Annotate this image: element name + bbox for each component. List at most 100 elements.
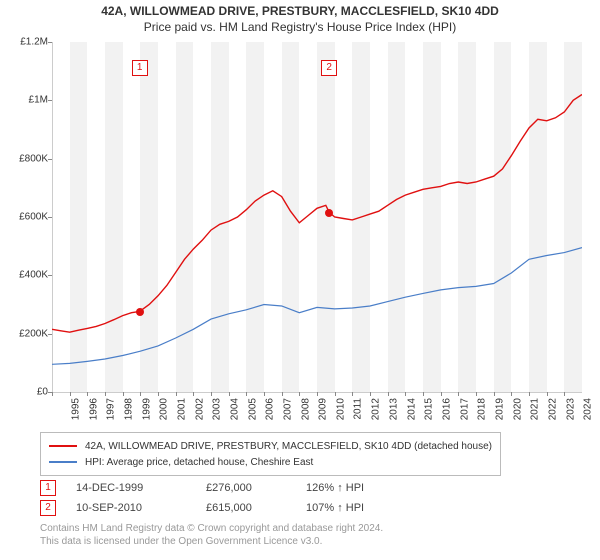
x-axis-label: 2017 [459,398,470,420]
legend-row: HPI: Average price, detached house, Ches… [49,454,492,470]
plot-area: £0£200K£400K£600K£800K£1M£1.2M1995199619… [52,42,582,392]
x-tick [476,392,477,396]
x-axis-label: 2009 [318,398,329,420]
x-axis-label: 2005 [247,398,258,420]
x-tick [441,392,442,396]
sale-price: £276,000 [206,482,286,494]
x-tick [388,392,389,396]
x-axis-label: 1999 [141,398,152,420]
sales-table: 1 14-DEC-1999 £276,000 126% ↑ HPI 2 10-SEP-20… [40,478,426,518]
sale-row: 1 14-DEC-1999 £276,000 126% ↑ HPI [40,478,426,498]
footer-line1: Contains HM Land Registry data © Crown c… [40,522,383,535]
x-tick [193,392,194,396]
x-tick [70,392,71,396]
chart-subtitle: Price paid vs. HM Land Registry's House … [0,20,600,34]
legend-swatch [49,461,77,463]
x-tick [176,392,177,396]
x-tick [529,392,530,396]
x-tick [405,392,406,396]
x-axis-label: 1998 [123,398,134,420]
series-price_paid [52,95,582,333]
x-axis-label: 2004 [229,398,240,420]
x-axis-label: 2018 [477,398,488,420]
sale-dot [136,308,144,316]
sale-date: 10-SEP-2010 [76,502,186,514]
x-tick [105,392,106,396]
y-axis-label: £0 [2,387,48,398]
x-tick [299,392,300,396]
x-axis-label: 2011 [352,398,363,420]
x-axis-label: 1996 [88,398,99,420]
x-axis-label: 2006 [265,398,276,420]
series-hpi [52,248,582,365]
x-axis-label: 2013 [388,398,399,420]
x-tick [264,392,265,396]
x-axis-label: 2022 [547,398,558,420]
sale-pct: 126% ↑ HPI [306,482,426,494]
x-tick [335,392,336,396]
sale-row-marker: 2 [40,500,56,516]
legend-label: HPI: Average price, detached house, Ches… [85,457,313,468]
x-tick [229,392,230,396]
x-tick [52,392,53,396]
sale-marker-box: 1 [132,60,148,76]
x-axis-label: 2020 [512,398,523,420]
sale-row-marker: 1 [40,480,56,496]
sale-dot [325,209,333,217]
footer-line2: This data is licensed under the Open Gov… [40,535,383,548]
x-tick [317,392,318,396]
x-axis-label: 1997 [106,398,117,420]
x-axis-label: 2007 [282,398,293,420]
x-axis-label: 2001 [176,398,187,420]
y-axis-label: £400K [2,270,48,281]
x-axis-label: 2021 [530,398,541,420]
x-tick [158,392,159,396]
y-axis-label: £600K [2,212,48,223]
x-axis-label: 2008 [300,398,311,420]
x-tick [494,392,495,396]
x-axis-label: 2019 [494,398,505,420]
chart-container: 42A, WILLOWMEAD DRIVE, PRESTBURY, MACCLE… [0,0,600,560]
x-tick [282,392,283,396]
x-axis-label: 2010 [335,398,346,420]
x-tick [458,392,459,396]
y-axis-label: £1.2M [2,37,48,48]
x-axis-label: 2024 [583,398,594,420]
x-tick [123,392,124,396]
legend-label: 42A, WILLOWMEAD DRIVE, PRESTBURY, MACCLE… [85,441,492,452]
series-svg [52,42,582,392]
x-axis-label: 2012 [371,398,382,420]
legend-row: 42A, WILLOWMEAD DRIVE, PRESTBURY, MACCLE… [49,438,492,454]
sale-pct: 107% ↑ HPI [306,502,426,514]
x-tick [140,392,141,396]
x-axis-label: 2023 [565,398,576,420]
chart-title: 42A, WILLOWMEAD DRIVE, PRESTBURY, MACCLE… [0,4,600,18]
x-axis-label: 2015 [424,398,435,420]
sale-price: £615,000 [206,502,286,514]
x-axis-label: 2014 [406,398,417,420]
y-axis-label: £1M [2,95,48,106]
title-block: 42A, WILLOWMEAD DRIVE, PRESTBURY, MACCLE… [0,0,600,34]
y-axis-label: £200K [2,328,48,339]
footer-attribution: Contains HM Land Registry data © Crown c… [40,522,383,548]
x-axis-label: 2016 [441,398,452,420]
x-tick [564,392,565,396]
x-axis-label: 1995 [70,398,81,420]
x-tick [352,392,353,396]
x-axis-label: 2000 [159,398,170,420]
sale-date: 14-DEC-1999 [76,482,186,494]
x-tick [211,392,212,396]
x-tick [547,392,548,396]
x-tick [246,392,247,396]
legend: 42A, WILLOWMEAD DRIVE, PRESTBURY, MACCLE… [40,432,501,476]
x-tick [87,392,88,396]
y-axis-label: £800K [2,153,48,164]
sale-row: 2 10-SEP-2010 £615,000 107% ↑ HPI [40,498,426,518]
x-axis-label: 2002 [194,398,205,420]
x-tick [370,392,371,396]
x-tick [511,392,512,396]
x-tick [423,392,424,396]
x-axis-label: 2003 [212,398,223,420]
legend-swatch [49,445,77,447]
sale-marker-box: 2 [321,60,337,76]
